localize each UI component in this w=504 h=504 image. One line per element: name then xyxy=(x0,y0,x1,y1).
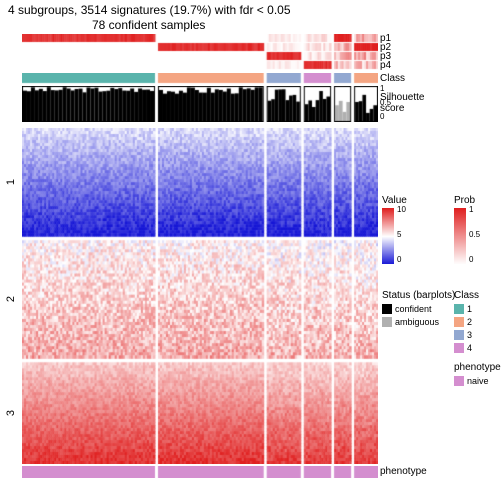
sil-tick: 1 xyxy=(380,84,384,93)
class-track-label: Class xyxy=(380,73,405,84)
figure-root: 4 subgroups, 3514 signatures (19.7%) wit… xyxy=(0,0,504,504)
title-line1: 4 subgroups, 3514 signatures (19.7%) wit… xyxy=(8,3,291,17)
legend-item: confident xyxy=(382,304,432,314)
value-tick: 0 xyxy=(397,255,401,264)
class-track xyxy=(22,73,378,84)
legend-label: 3 xyxy=(467,330,472,340)
row-group-label: 1 xyxy=(5,179,17,185)
sil-tick: 0 xyxy=(380,112,384,121)
sil-tick: 0.5 xyxy=(380,98,391,107)
legend-item: 2 xyxy=(454,317,472,327)
value-colorbar xyxy=(382,208,394,264)
row-group-label: 3 xyxy=(5,410,17,416)
legend-swatch xyxy=(454,304,464,314)
value-tick: 10 xyxy=(397,205,406,214)
class-legend-title: Class xyxy=(454,290,479,301)
legend-item: 1 xyxy=(454,304,472,314)
prob-tick: 0.5 xyxy=(469,230,480,239)
legend-label: confident xyxy=(395,304,432,314)
prob-tick: 1 xyxy=(469,205,473,214)
legend-label: 2 xyxy=(467,317,472,327)
legend-label: ambiguous xyxy=(395,317,439,327)
prob-colorbar xyxy=(454,208,466,264)
legend-swatch xyxy=(454,317,464,327)
value-tick: 5 xyxy=(397,230,401,239)
row-group-label: 2 xyxy=(5,296,17,302)
silhouette-track xyxy=(22,86,378,122)
legend-item: 4 xyxy=(454,343,472,353)
prob-row-label: p4 xyxy=(380,60,391,71)
legend-item: naive xyxy=(454,376,489,386)
legend-swatch xyxy=(382,317,392,327)
legend-label: 4 xyxy=(467,343,472,353)
legend-item: ambiguous xyxy=(382,317,439,327)
pheno-legend-title: phenotype xyxy=(454,362,501,373)
phenotype-track xyxy=(22,466,378,478)
legend-label: naive xyxy=(467,376,489,386)
legend-swatch xyxy=(454,376,464,386)
heatmap xyxy=(22,128,378,464)
prob-tracks xyxy=(22,34,378,70)
title-line2: 78 confident samples xyxy=(92,18,205,32)
legend-label: 1 xyxy=(467,304,472,314)
legend-item: 3 xyxy=(454,330,472,340)
legend-swatch xyxy=(454,330,464,340)
phenotype-track-label: phenotype xyxy=(380,466,427,477)
prob-tick: 0 xyxy=(469,255,473,264)
legend-swatch xyxy=(454,343,464,353)
legend-swatch xyxy=(382,304,392,314)
status-legend-title: Status (barplots) xyxy=(382,290,455,301)
